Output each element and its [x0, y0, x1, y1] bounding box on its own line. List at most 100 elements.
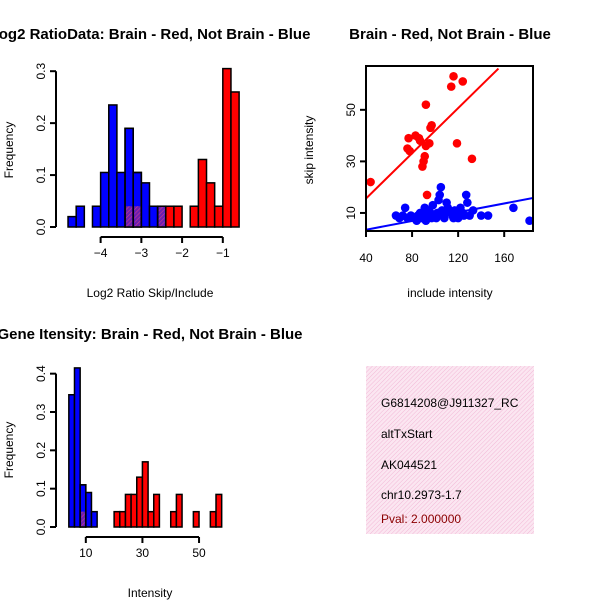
scatter-point-blue-24	[435, 190, 445, 200]
y-tick-label-0-0: 0.0	[34, 218, 48, 235]
hist-bar-red-0-3	[165, 205, 175, 228]
ratio-histogram-xlabel: Log2 Ratio Skip/Include	[87, 286, 214, 300]
scatter-point-blue-3	[400, 203, 410, 213]
x-tick-label-0-1: −3	[135, 246, 149, 260]
scatter-point-blue-43	[463, 198, 472, 207]
scatter-point-red-19	[458, 77, 468, 86]
hist-bar-red-2-12	[209, 510, 217, 528]
x-tick-label-0-3: −1	[216, 246, 230, 260]
hist-bar-red-0-5	[189, 205, 200, 228]
intensity-scatter-panel: Brain - Red, Not Brain - Blue 40 80 120 160…	[302, 26, 551, 300]
ratio-histogram-panel: Log2 RatioData: Brain - Red, Not Brain -…	[0, 26, 310, 300]
scatter-point-red-15	[427, 120, 436, 130]
hist-bar-red-2-4	[130, 493, 138, 528]
hist-bar-outline-2-0	[79, 484, 87, 528]
hist-bar-red-2-8	[152, 493, 161, 528]
x-tick-label-0-2: −2	[175, 246, 189, 260]
ratio-histogram-bars	[67, 67, 240, 228]
hist-bar-blue-0-10	[148, 205, 159, 228]
event-info-panel: G6814208@J911327_RC altTxStart AK044521 …	[366, 366, 534, 534]
scatter-ylabel: skip intensity	[302, 116, 316, 185]
ratio-histogram-axes: −4 −3 −2 −1 0.0 0.1 0.2 0.3	[34, 63, 230, 260]
info-box-background	[366, 366, 534, 534]
hist-bar-blue-0-1	[75, 205, 86, 228]
hist-bar-red-2-9	[169, 510, 178, 528]
y-tick-label-2-3: 0.3	[34, 403, 48, 420]
info-event-type: altTxStart	[381, 427, 433, 441]
hist-bar-blue-2-4	[90, 510, 98, 528]
hist-bar-blue-0-3	[91, 205, 102, 228]
scatter-point-red-3	[405, 146, 415, 156]
info-pval: Pval: 2.000000	[381, 512, 461, 526]
hist-bar-blue-2-1	[73, 367, 81, 528]
scatter-y-tick-label-1: 30	[344, 154, 358, 168]
hist-bar-red-2-11	[192, 510, 200, 528]
scatter-point-blue-42	[461, 190, 471, 200]
ratio-histogram-ylabel: Frequency	[2, 122, 16, 179]
info-location: chr10.2973-1.7	[381, 488, 462, 502]
hist-bar-overlap-0-2	[158, 206, 165, 227]
scatter-y-tick-label-2: 50	[344, 103, 358, 117]
scatter-point-red-17	[449, 72, 458, 81]
y-tick-label-2-1: 0.1	[34, 480, 48, 497]
fit-line-red	[366, 67, 500, 200]
ratio-histogram-title: Log2 RatioData: Brain - Red, Not Brain -…	[0, 26, 310, 43]
hist-bar-red-0-6	[197, 158, 208, 228]
scatter-point-blue-47	[483, 211, 493, 220]
y-tick-label-0-2: 0.2	[34, 114, 48, 131]
scatter-point-blue-49	[525, 216, 533, 225]
hist-bar-red-0-7	[205, 182, 216, 228]
intensity-histogram-title: Gene Itensity: Brain - Red, Not Brain - …	[0, 326, 303, 343]
hist-bar-overlap-0-0	[126, 206, 133, 227]
scatter-point-red-12	[422, 190, 432, 200]
scatter-point-red-2	[404, 133, 413, 143]
x-tick-label-2-2: 50	[192, 546, 206, 560]
intensity-histogram-bars	[68, 367, 223, 528]
scatter-point-red-6	[415, 136, 425, 146]
scatter-plot-box	[365, 65, 534, 232]
y-tick-label-2-2: 0.2	[34, 442, 48, 459]
hist-bar-red-2-3	[124, 493, 132, 528]
hist-bar-red-2-13	[215, 493, 223, 528]
hist-bar-red-0-10	[230, 91, 240, 228]
hist-bar-red-0-9	[222, 67, 232, 228]
x-tick-label-2-0: 10	[79, 546, 93, 560]
hist-bar-blue-0-0	[67, 215, 77, 228]
scatter-point-red-20	[467, 154, 477, 164]
hist-bar-overlap-0-1	[134, 206, 141, 227]
hist-bar-overlap-2-0	[81, 511, 85, 527]
scatter-point-red-13	[425, 139, 434, 148]
y-tick-label-0-1: 0.1	[34, 166, 48, 183]
x-tick-label-0-0: −4	[94, 246, 108, 260]
hist-bar-red-2-2	[119, 510, 127, 528]
scatter-xlabel: include intensity	[407, 286, 492, 300]
scatter-point-red-18	[452, 139, 462, 148]
scatter-point-red-11	[421, 100, 431, 109]
y-tick-label-2-4: 0.4	[34, 365, 48, 382]
scatter-point-blue-19	[428, 200, 438, 210]
intensity-histogram-ylabel: Frequency	[2, 422, 16, 479]
hist-bar-blue-0-6	[116, 171, 126, 228]
scatter-y-tick-label-0: 10	[344, 206, 358, 220]
info-gene-id: G6814208@J911327_RC	[381, 396, 519, 410]
scatter-point-red-9	[420, 151, 430, 161]
info-box-clip: G6814208@J911327_RC altTxStart AK044521 …	[381, 396, 519, 526]
scatter-point-red-16	[446, 82, 456, 91]
scatter-point-blue-45	[468, 206, 478, 215]
intensity-histogram-panel: Gene Itensity: Brain - Red, Not Brain - …	[0, 326, 303, 600]
hist-bar-blue-0-5	[108, 104, 118, 228]
hist-bar-red-2-1	[113, 510, 121, 528]
scatter-content	[366, 67, 533, 231]
hist-bar-blue-2-3	[85, 491, 93, 528]
intensity-histogram-axes: 10 30 50 0.0 0.1 0.2 0.3 0.4	[34, 365, 206, 560]
scatter-clip	[366, 67, 533, 231]
intensity-histogram-xlabel: Intensity	[128, 586, 173, 600]
scatter-title: Brain - Red, Not Brain - Blue	[349, 26, 551, 43]
scatter-axes: 40 80 120 160 10 30 50	[344, 103, 515, 265]
hist-bar-red-2-10	[175, 493, 183, 528]
hist-bar-blue-0-4	[99, 171, 110, 228]
scatter-point-blue-25	[436, 182, 446, 192]
scatter-point-red-0	[366, 177, 375, 187]
hist-bar-blue-2-0	[68, 394, 76, 528]
